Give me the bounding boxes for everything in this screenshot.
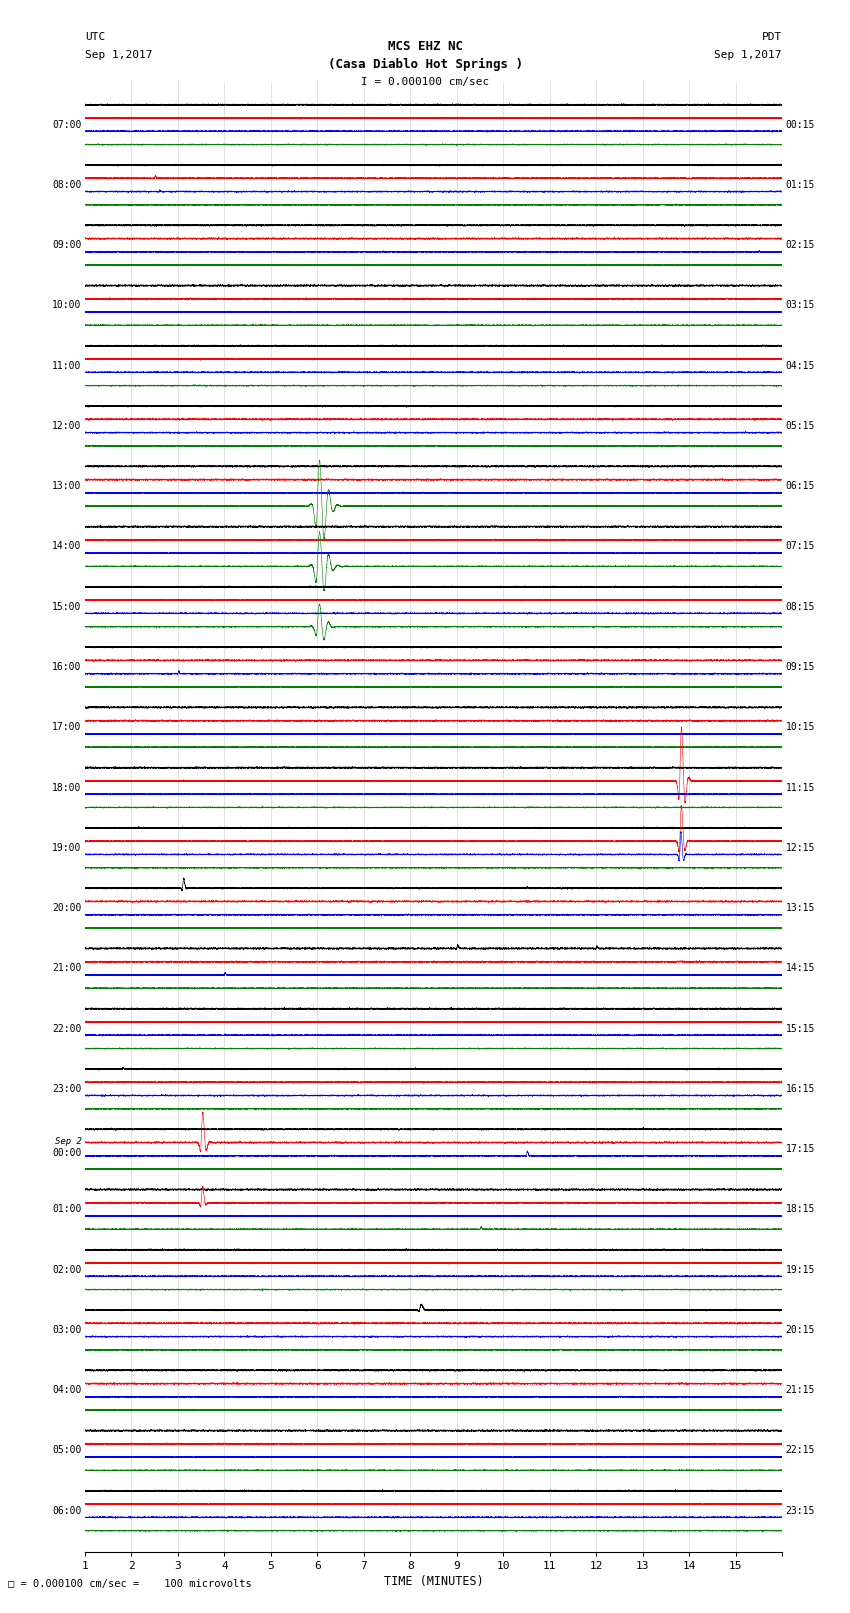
- Text: 07:15: 07:15: [785, 542, 815, 552]
- Text: 15:15: 15:15: [785, 1024, 815, 1034]
- Text: 03:15: 03:15: [785, 300, 815, 310]
- Text: 18:00: 18:00: [52, 782, 82, 792]
- Text: 20:00: 20:00: [52, 903, 82, 913]
- Text: 02:15: 02:15: [785, 240, 815, 250]
- Text: 08:15: 08:15: [785, 602, 815, 611]
- Text: 11:00: 11:00: [52, 361, 82, 371]
- Text: 17:15: 17:15: [785, 1144, 815, 1155]
- Text: 12:15: 12:15: [785, 844, 815, 853]
- Text: 10:15: 10:15: [785, 723, 815, 732]
- Text: Sep 2: Sep 2: [54, 1137, 82, 1145]
- Text: 21:15: 21:15: [785, 1386, 815, 1395]
- Text: 22:00: 22:00: [52, 1024, 82, 1034]
- Text: 12:00: 12:00: [52, 421, 82, 431]
- Text: UTC: UTC: [85, 32, 105, 42]
- Text: 04:15: 04:15: [785, 361, 815, 371]
- Text: 02:00: 02:00: [52, 1265, 82, 1274]
- Text: 19:00: 19:00: [52, 844, 82, 853]
- Text: 22:15: 22:15: [785, 1445, 815, 1455]
- Text: 08:00: 08:00: [52, 181, 82, 190]
- Text: 17:00: 17:00: [52, 723, 82, 732]
- Text: 09:15: 09:15: [785, 661, 815, 673]
- Text: 00:15: 00:15: [785, 119, 815, 129]
- Text: 23:00: 23:00: [52, 1084, 82, 1094]
- Text: 01:15: 01:15: [785, 181, 815, 190]
- X-axis label: TIME (MINUTES): TIME (MINUTES): [383, 1574, 484, 1587]
- Text: 20:15: 20:15: [785, 1324, 815, 1336]
- Text: MCS EHZ NC: MCS EHZ NC: [388, 40, 462, 53]
- Text: 18:15: 18:15: [785, 1205, 815, 1215]
- Text: 10:00: 10:00: [52, 300, 82, 310]
- Text: 14:15: 14:15: [785, 963, 815, 973]
- Text: □ = 0.000100 cm/sec =    100 microvolts: □ = 0.000100 cm/sec = 100 microvolts: [8, 1579, 252, 1589]
- Text: 14:00: 14:00: [52, 542, 82, 552]
- Text: 04:00: 04:00: [52, 1386, 82, 1395]
- Text: 13:15: 13:15: [785, 903, 815, 913]
- Text: I = 0.000100 cm/sec: I = 0.000100 cm/sec: [361, 77, 489, 87]
- Text: 07:00: 07:00: [52, 119, 82, 129]
- Text: Sep 1,2017: Sep 1,2017: [715, 50, 782, 60]
- Text: 15:00: 15:00: [52, 602, 82, 611]
- Text: (Casa Diablo Hot Springs ): (Casa Diablo Hot Springs ): [327, 58, 523, 71]
- Text: 16:15: 16:15: [785, 1084, 815, 1094]
- Text: 11:15: 11:15: [785, 782, 815, 792]
- Text: 13:00: 13:00: [52, 481, 82, 492]
- Text: 09:00: 09:00: [52, 240, 82, 250]
- Text: Sep 1,2017: Sep 1,2017: [85, 50, 152, 60]
- Text: 21:00: 21:00: [52, 963, 82, 973]
- Text: 16:00: 16:00: [52, 661, 82, 673]
- Text: 03:00: 03:00: [52, 1324, 82, 1336]
- Text: 19:15: 19:15: [785, 1265, 815, 1274]
- Text: 06:15: 06:15: [785, 481, 815, 492]
- Text: 05:15: 05:15: [785, 421, 815, 431]
- Text: 01:00: 01:00: [52, 1205, 82, 1215]
- Text: 06:00: 06:00: [52, 1505, 82, 1516]
- Text: 05:00: 05:00: [52, 1445, 82, 1455]
- Text: 00:00: 00:00: [52, 1148, 82, 1158]
- Text: PDT: PDT: [762, 32, 782, 42]
- Text: 23:15: 23:15: [785, 1505, 815, 1516]
